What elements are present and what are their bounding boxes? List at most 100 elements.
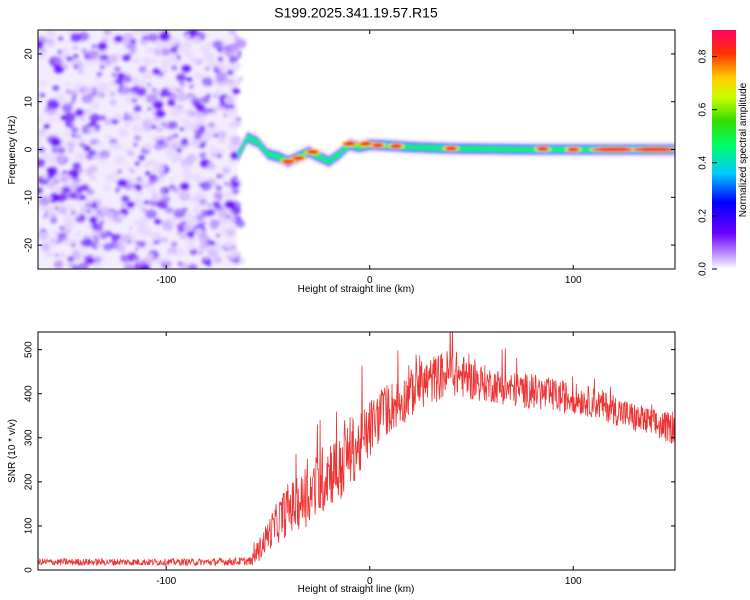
noise-speckle (201, 77, 213, 87)
noise-speckle (171, 242, 178, 248)
noise-speckle (165, 206, 174, 214)
noise-speckle (201, 256, 212, 266)
noise-speckle (115, 191, 119, 195)
ridge-peak (632, 147, 675, 152)
noise-speckle (195, 214, 205, 222)
noise-speckle (114, 77, 123, 85)
noise-speckle (231, 87, 241, 95)
noise-speckle (38, 93, 41, 98)
noise-speckle (89, 113, 101, 123)
noise-speckle (94, 224, 104, 232)
noise-speckle (235, 219, 246, 228)
noise-speckle (181, 163, 192, 172)
y-tick-label: 300 (24, 429, 35, 446)
noise-speckle (178, 191, 191, 202)
noise-speckle (53, 65, 64, 75)
noise-speckle (194, 174, 205, 184)
noise-speckle (141, 70, 154, 80)
noise-speckle (142, 208, 147, 213)
y-tick-label: 0 (24, 146, 35, 152)
noise-speckle (74, 231, 82, 237)
noise-speckle (58, 252, 67, 259)
noise-speckle (111, 72, 117, 78)
ridge-peak (567, 147, 580, 152)
noise-speckle (133, 221, 139, 226)
noise-speckle (114, 187, 121, 192)
y-tick-label: 200 (24, 473, 35, 490)
noise-speckle (136, 176, 143, 182)
noise-speckle (88, 149, 97, 156)
noise-speckle (231, 188, 240, 195)
noise-speckle (237, 50, 242, 55)
noise-speckle (137, 154, 146, 161)
noise-speckle (74, 108, 85, 117)
noise-speckle (140, 226, 152, 237)
noise-speckle (145, 252, 155, 260)
noise-speckle (144, 170, 151, 176)
noise-speckle (130, 38, 137, 44)
noise-speckle (38, 195, 51, 206)
noise-speckle (60, 47, 70, 55)
noise-speckle (213, 255, 223, 264)
noise-speckle (175, 247, 186, 256)
noise-speckle (66, 204, 75, 211)
noise-speckle (224, 182, 229, 186)
noise-speckle (140, 179, 151, 188)
noise-speckle (229, 104, 235, 109)
noise-speckle (206, 93, 211, 98)
noise-speckle (99, 220, 105, 225)
noise-speckle (203, 113, 207, 117)
snr-frame (37, 331, 676, 571)
noise-speckle (127, 252, 131, 256)
noise-speckle (193, 205, 204, 215)
colorbar-tick-label: 0.4 (698, 155, 709, 169)
noise-speckle (138, 65, 147, 73)
noise-speckle (97, 60, 108, 69)
noise-speckle (87, 172, 92, 176)
noise-speckle (229, 61, 241, 72)
noise-speckle (165, 264, 171, 269)
noise-speckle (198, 152, 207, 159)
noise-speckle (198, 116, 204, 121)
noise-speckle (99, 157, 107, 164)
noise-speckle (89, 174, 97, 182)
noise-speckle (217, 209, 228, 219)
noise-speckle (68, 191, 78, 200)
noise-speckle (149, 187, 156, 193)
noise-speckle (231, 181, 240, 188)
noise-speckle (47, 207, 54, 213)
noise-speckle (113, 216, 122, 224)
noise-speckle (97, 41, 108, 51)
colorbar-ticks: 0.0 0.2 0.4 0.6 0.8 (698, 49, 717, 276)
noise-speckle (218, 216, 226, 223)
noise-speckle (145, 209, 158, 219)
noise-speckle (70, 209, 77, 215)
noise-speckle (130, 187, 137, 193)
noise-speckle (134, 161, 141, 167)
noise-speckle (50, 137, 62, 147)
noise-speckle (179, 182, 190, 191)
noise-speckle (223, 113, 228, 117)
noise-speckle (63, 188, 69, 193)
noise-speckle (91, 230, 97, 234)
noise-speckle (72, 45, 79, 51)
noise-speckle (55, 174, 63, 181)
x-tick-label: 0 (367, 275, 373, 286)
noise-speckle (63, 219, 76, 230)
noise-speckle (215, 185, 223, 192)
noise-speckle (124, 95, 134, 104)
noise-speckle (46, 98, 58, 109)
noise-speckle (163, 120, 170, 126)
noise-speckle (170, 52, 177, 58)
noise-speckle (181, 40, 193, 49)
ridge-peak (282, 159, 295, 164)
noise-speckle (83, 145, 91, 152)
noise-speckle (109, 142, 119, 150)
noise-speckle (185, 108, 195, 117)
noise-speckle (195, 197, 200, 201)
noise-speckle (87, 125, 97, 134)
noise-speckle (99, 92, 106, 98)
noise-speckle (108, 90, 116, 97)
noise-speckle (224, 233, 231, 239)
x-tick-label: 100 (565, 576, 582, 587)
